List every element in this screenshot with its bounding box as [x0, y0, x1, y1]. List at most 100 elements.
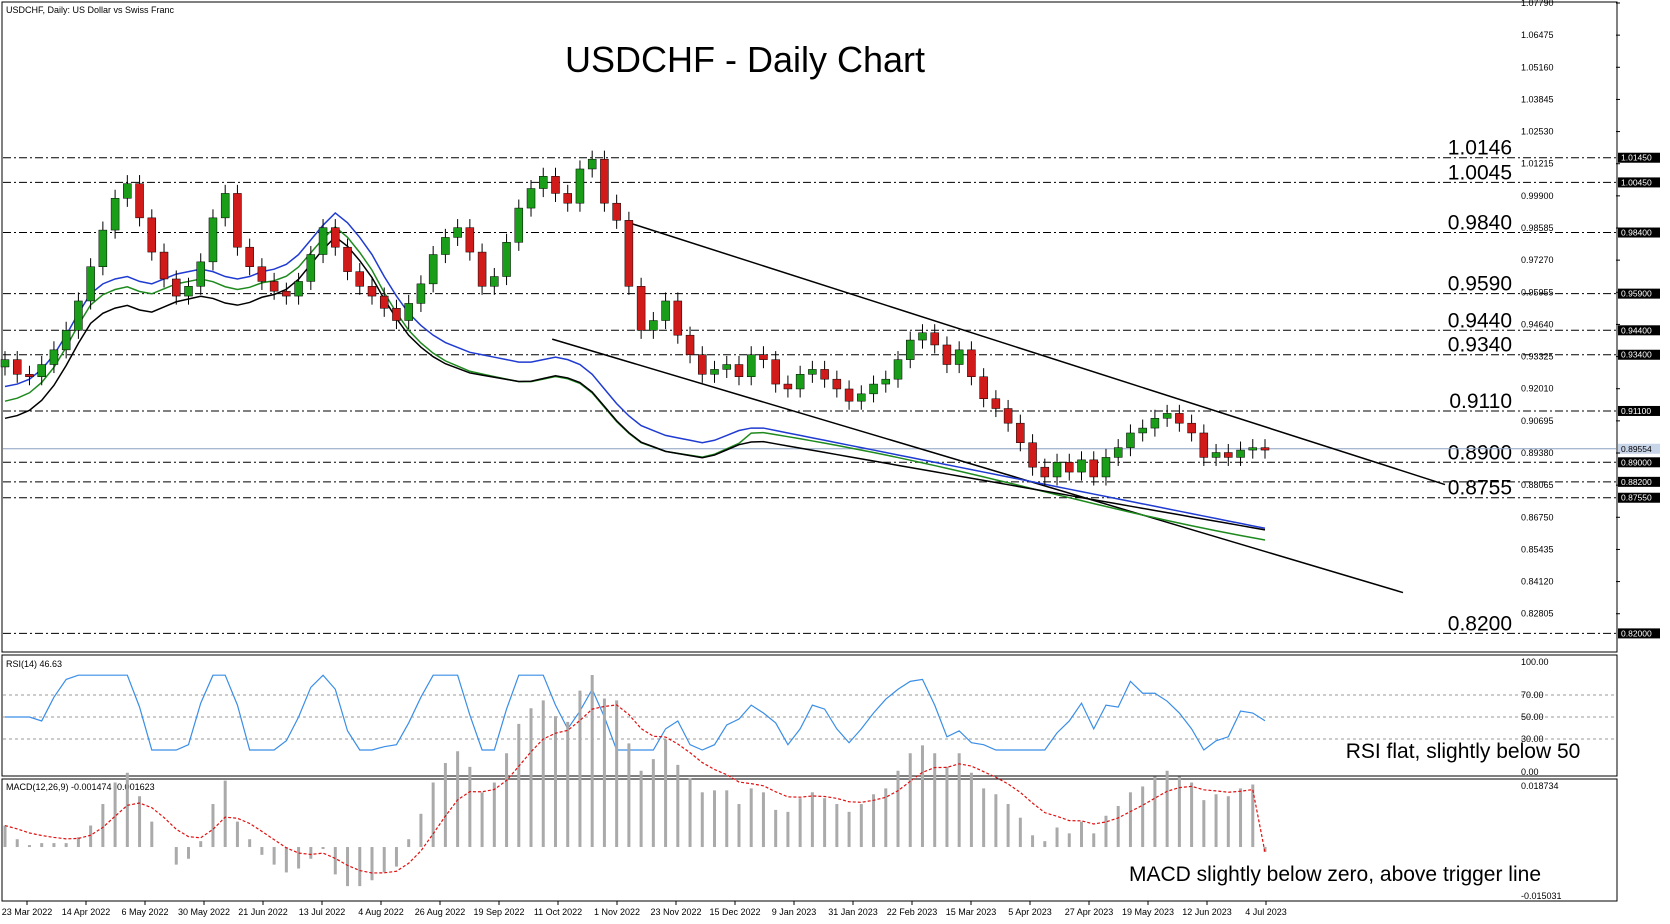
candle-body [294, 281, 303, 297]
candle-body [673, 300, 683, 336]
candle-body [783, 383, 793, 390]
candle-body [1199, 432, 1209, 458]
candle-body [1089, 459, 1098, 478]
candle-body [1016, 422, 1025, 443]
candle-body [159, 251, 169, 280]
date-tick-label: 27 Apr 2023 [1065, 907, 1114, 917]
candle-body [306, 254, 316, 282]
candle-body [649, 320, 658, 331]
sma200-line [4, 235, 1266, 531]
price-tick-label: 0.85435 [1521, 544, 1554, 554]
candle-body [12, 359, 22, 375]
candle-body [1101, 457, 1111, 478]
candle-body [428, 254, 438, 285]
candle-body [857, 393, 866, 402]
date-tick-label: 19 May 2023 [1122, 907, 1174, 917]
date-tick-label: 13 Jul 2022 [299, 907, 346, 917]
candle-body [893, 359, 903, 380]
level-price-tag [1618, 349, 1660, 360]
rsi-tick-label: 50.00 [1521, 712, 1544, 722]
candle-body [710, 369, 719, 375]
price-tick-label: 0.92010 [1521, 384, 1554, 394]
level-price-tag-label: 0.98400 [1621, 228, 1652, 238]
candle-body [624, 220, 634, 287]
candle-body [1236, 449, 1245, 458]
candle-body [490, 276, 499, 287]
candle-body [1150, 418, 1160, 429]
candle-body [502, 242, 511, 277]
date-tick-label: 9 Jan 2023 [772, 907, 817, 917]
level-label: 0.8755 [1448, 477, 1512, 500]
level-price-tag-label: 0.93400 [1621, 350, 1652, 360]
candle-body [612, 202, 621, 221]
candle-body [942, 344, 952, 365]
candle-body [1126, 432, 1135, 448]
rsi-panel: 100.00 70.00 50.00 30.00 0.00 [3, 657, 1616, 777]
candle-body [1138, 427, 1147, 434]
macd-annotation: MACD slightly below zero, above trigger … [1129, 863, 1541, 886]
rsi-annotation: RSI flat, slightly below 50 [1346, 740, 1581, 763]
date-tick-label: 6 May 2022 [121, 907, 168, 917]
price-tick-label: 0.84120 [1521, 577, 1554, 587]
moving-averages [4, 211, 1266, 541]
date-tick-label: 21 Jun 2022 [238, 907, 288, 917]
current-price-tag [1618, 443, 1660, 454]
candle-body [905, 339, 915, 360]
candle-body [196, 261, 205, 287]
date-tick-label: 15 Dec 2022 [709, 907, 760, 917]
price-tick-label: 1.03845 [1521, 94, 1554, 104]
date-tick-label: 26 Aug 2022 [415, 907, 466, 917]
candle-body [1175, 413, 1184, 424]
sma100-line [4, 225, 1266, 541]
candle-body [477, 251, 487, 287]
candle-body [1224, 452, 1233, 458]
macd-panel: 0.018734 -0.015031 [3, 675, 1562, 901]
level-label: 0.9340 [1448, 334, 1512, 357]
date-tick-label: 12 Jun 2023 [1182, 907, 1232, 917]
level-price-tag [1618, 492, 1660, 503]
candle-body [233, 193, 242, 248]
candle-body [575, 168, 585, 204]
level-label: 0.9840 [1448, 212, 1512, 235]
price-tick-label: 0.90695 [1521, 416, 1554, 426]
candle-body [98, 229, 108, 267]
price-tick-label: 0.89380 [1521, 448, 1554, 458]
candle-body [1065, 462, 1074, 473]
candle-body [123, 183, 132, 199]
channel-lower-line [551, 338, 1404, 594]
level-price-tag [1618, 177, 1660, 188]
price-axis: 1.07790 1.06475 1.05160 1.03845 1.02530 1.012… [1521, 0, 1620, 619]
candle-body [245, 246, 254, 267]
candle-body [551, 176, 560, 194]
candle-body [0, 359, 10, 368]
candle-body [967, 349, 976, 377]
level-price-tag-label: 1.00450 [1621, 177, 1652, 187]
candle-body [1040, 466, 1050, 478]
price-tick-label: 1.02530 [1521, 127, 1554, 137]
candle-body [563, 193, 572, 204]
candle-body [220, 193, 230, 219]
price-tick-label: 0.97270 [1521, 255, 1554, 265]
level-label: 0.9110 [1449, 390, 1512, 413]
candle-body [49, 349, 59, 365]
candle-body [869, 383, 878, 395]
candle-body [1187, 422, 1196, 434]
candle-body [61, 330, 71, 351]
candle-body [318, 227, 328, 255]
level-price-tag-label: 0.89000 [1621, 457, 1652, 467]
candle-body [257, 266, 267, 282]
candle-body [771, 359, 780, 385]
level-price-tag-label: 0.91100 [1621, 406, 1651, 416]
candle-body [441, 237, 450, 255]
candle-body [587, 158, 597, 170]
candle-body [930, 332, 939, 346]
price-tick-label: 0.98585 [1521, 223, 1554, 233]
chart-title: USDCHF - Daily Chart [565, 39, 925, 80]
candle-body [208, 217, 218, 263]
candle-body [392, 308, 401, 321]
price-tick-label: 0.86750 [1521, 512, 1554, 522]
macd-header: MACD(12,26,9) -0.001474 -0.001623 [6, 782, 155, 792]
support-resistance-levels: 1.0146 1.01450 1.0045 1.00450 0.9840 0.98400 0… [3, 137, 1660, 639]
candle-body [453, 227, 462, 238]
date-tick-label: 14 Apr 2022 [62, 907, 111, 917]
